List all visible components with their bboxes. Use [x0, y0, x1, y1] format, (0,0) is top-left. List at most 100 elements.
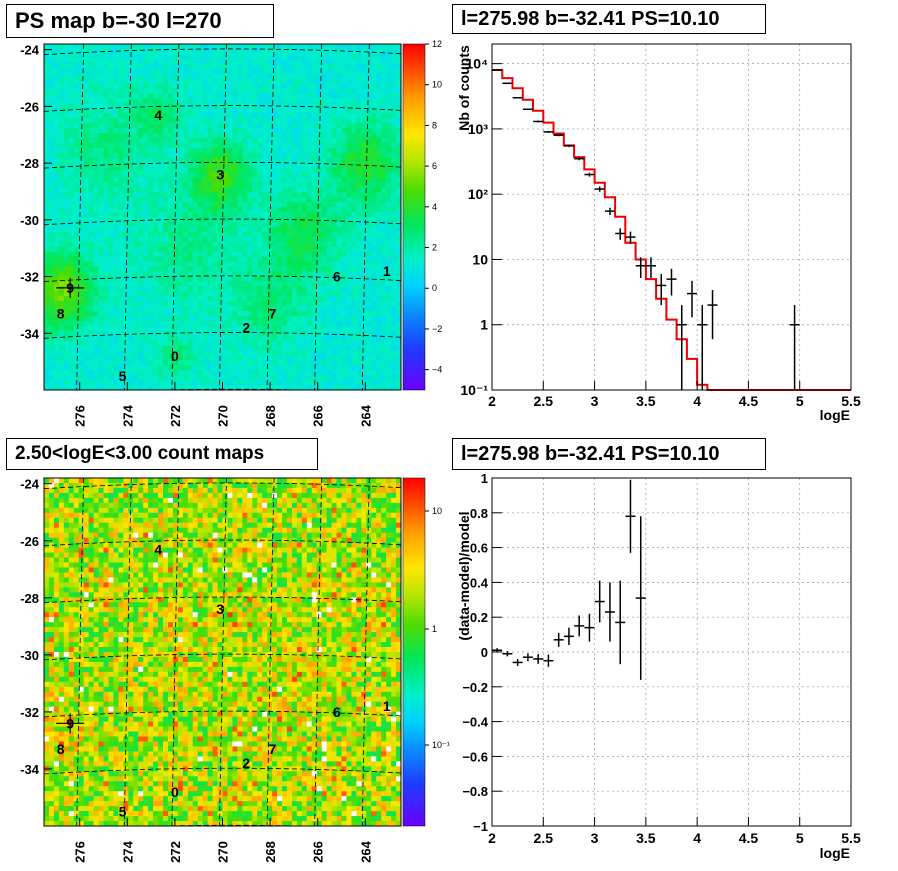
source-label-6: 6 [333, 269, 341, 285]
xtick-label: 4 [693, 830, 701, 846]
residual-data-points [492, 479, 646, 680]
xtick-label: 3 [591, 393, 599, 409]
parallel-line [44, 596, 401, 604]
source-label-7: 7 [269, 305, 277, 321]
ytick-label: -32 [20, 270, 39, 285]
source-label-2: 2 [242, 755, 250, 771]
source-label-8: 8 [57, 741, 65, 757]
xtick-label: 270 [216, 405, 231, 427]
ytick-label: 1 [481, 471, 488, 486]
source-label-0: 0 [171, 784, 179, 800]
xtick-label: 4.5 [739, 393, 759, 409]
xtick-label: 266 [311, 841, 326, 863]
xtick-label: 264 [358, 840, 373, 862]
ytick-label: -30 [20, 648, 39, 663]
residual-panel: 2 2.5 3 3.5 4 4.5 5 5.5 1 0.8 0.6 0.4 0.2 0 −0.2 −0.4 −0… [456, 471, 861, 861]
ytick-label: 10 [472, 251, 488, 267]
xtick-label: 268 [263, 405, 278, 427]
xtick-label: 266 [311, 405, 326, 427]
xtick-label: 276 [73, 405, 88, 427]
colorbar-label: 10 [432, 80, 442, 90]
source-label-1: 1 [383, 263, 391, 279]
count-map-heatmap [44, 478, 401, 826]
ytick-label: -24 [20, 43, 40, 58]
spectrum-axes: 2 2.5 3 3.5 4 4.5 5 5.5 10⁻¹ 1 10 10² 10³ 10⁴ [460, 56, 861, 409]
colorbar-label: −2 [432, 324, 442, 334]
meridian-line [123, 44, 132, 390]
parallel-line [44, 482, 401, 490]
parallel-line [44, 218, 401, 226]
count-map-title: 2.50<logE<3.00 count maps [6, 438, 318, 470]
ytick-label: 10² [468, 186, 489, 202]
ytick-label: −0.2 [462, 680, 488, 695]
parallel-line [44, 767, 401, 775]
source-label-2: 2 [242, 320, 250, 336]
colorbar-label: 2 [432, 243, 437, 253]
xtick-label: 264 [358, 404, 373, 426]
colorbar-label: 4 [432, 202, 437, 212]
ytick-label: 0.4 [470, 575, 489, 590]
ytick-label: 0 [481, 645, 488, 660]
ytick-label: 10³ [468, 121, 489, 137]
xtick-label: 5.5 [841, 393, 861, 409]
xtick-label: 2.5 [534, 393, 554, 409]
parallel-line [44, 161, 401, 169]
ytick-label: 0.6 [470, 541, 488, 556]
spectrum-ylabel: Nb of counts [456, 45, 472, 131]
ps-map-panel: 0123456789 -24-26-28-30-32-3427627427227… [20, 39, 442, 427]
xtick-label: 276 [73, 841, 88, 863]
parallel-line [44, 105, 401, 112]
spectrum-panel: 2 2.5 3 3.5 4 4.5 5 5.5 10⁻¹ 1 10 10² 10³ 10⁴ logE Nb… [456, 43, 861, 423]
xtick-label: 3 [591, 830, 599, 846]
ytick-label: 10⁴ [466, 56, 489, 72]
model-step-line [492, 69, 851, 391]
colorbar-label: 10 [432, 506, 442, 516]
xtick-label: 2 [488, 393, 496, 409]
ps-map-colorbar-labels: 12 10 8 6 4 2 0 −2 −4 [425, 39, 442, 375]
ytick-label: −0.8 [462, 784, 488, 799]
meridian-line [76, 44, 85, 390]
ytick-label: -26 [20, 534, 39, 549]
ytick-label: −0.6 [462, 749, 488, 764]
xtick-label: 2.5 [534, 830, 554, 846]
source-label-4: 4 [154, 107, 162, 123]
source-label-5: 5 [119, 368, 127, 384]
spectrum-title: l=275.98 b=-32.41 PS=10.10 [452, 4, 766, 34]
meridian-line [266, 44, 275, 390]
spectrum-xlabel: logE [820, 407, 850, 423]
xtick-label: 2 [488, 830, 496, 846]
meridian-line [171, 44, 180, 390]
source-label-3: 3 [216, 166, 224, 182]
ytick-label: -34 [20, 326, 40, 341]
meridian-line [314, 44, 323, 390]
residual-xlabel: logE [820, 845, 850, 861]
xtick-label: 274 [120, 404, 135, 426]
ps-map-coordinate-grid [44, 44, 401, 390]
ps-map-source-labels: 0123456789 [56, 107, 391, 384]
colorbar-label: 8 [432, 120, 437, 130]
spectrum-data-points [492, 69, 800, 390]
source-label-8: 8 [57, 305, 65, 321]
ytick-label: -28 [20, 156, 39, 171]
residual-grid [491, 477, 852, 827]
ytick-label: -32 [20, 705, 39, 720]
colorbar-label: 1 [432, 624, 437, 634]
count-map-source-labels: 0123456789 [56, 541, 391, 820]
ytick-label: −0.4 [462, 715, 488, 730]
colorbar-label: 10⁻¹ [432, 740, 450, 750]
source-label-4: 4 [154, 541, 162, 557]
xtick-label: 5 [796, 393, 804, 409]
meridian-line [361, 44, 370, 390]
residual-title: l=275.98 b=-32.41 PS=10.10 [452, 438, 766, 470]
count-map-colorbar-labels: 10 1 10⁻¹ [425, 506, 450, 750]
ytick-label: 0.8 [470, 506, 488, 521]
parallel-line [44, 653, 401, 661]
source-label-0: 0 [171, 348, 179, 364]
ps-map-heatmap [44, 44, 401, 390]
parallel-line [44, 275, 401, 282]
xtick-label: 274 [120, 840, 135, 862]
ytick-label: -28 [20, 591, 39, 606]
colorbar-label: 0 [432, 283, 437, 293]
xtick-label: 5.5 [841, 830, 861, 846]
